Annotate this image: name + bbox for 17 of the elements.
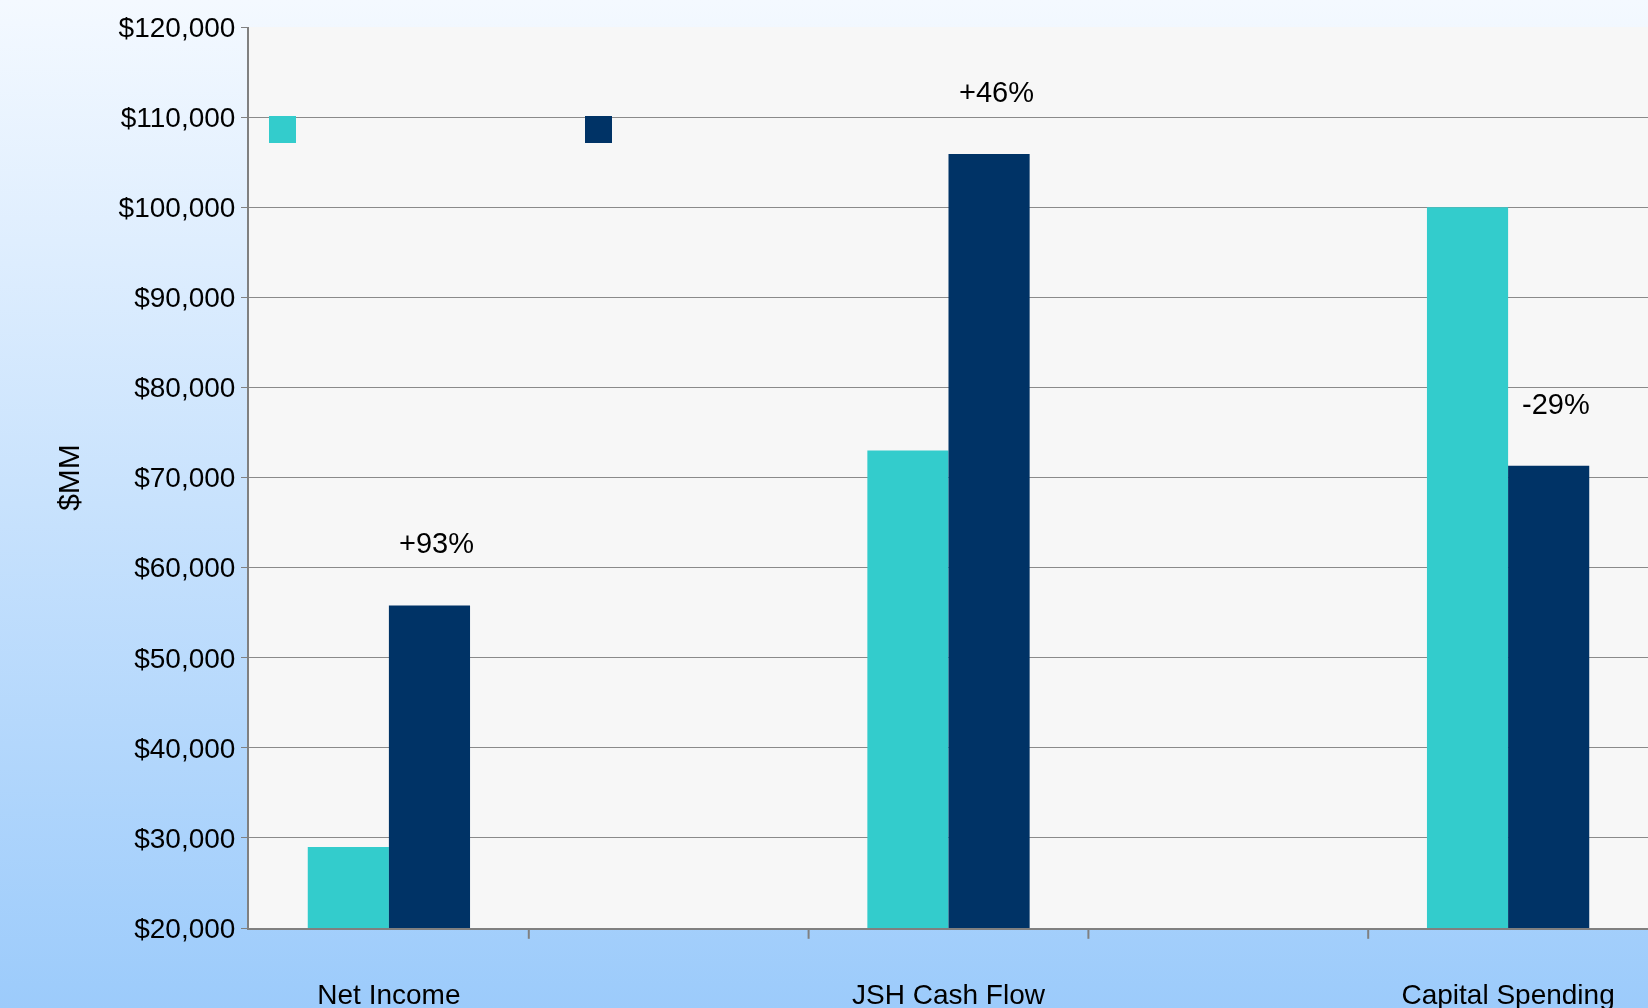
y-tick-label: $120,000 bbox=[118, 11, 236, 43]
annotation: +93% bbox=[399, 527, 474, 559]
y-tick-label: $40,000 bbox=[134, 732, 236, 764]
y-tick-label: $70,000 bbox=[134, 462, 236, 494]
y-tick-label: $100,000 bbox=[118, 192, 236, 223]
x-tick-label: JSH Cash Flow bbox=[852, 978, 1046, 1008]
x-tick-label: Net Income bbox=[317, 978, 461, 1008]
y-axis-title: $MM bbox=[52, 444, 86, 511]
y-tick-label: $30,000 bbox=[134, 822, 236, 854]
y-tick-label: $90,000 bbox=[134, 282, 236, 314]
annotation: -29% bbox=[1522, 388, 1590, 420]
y-tick-label: $50,000 bbox=[134, 642, 236, 674]
y-tick-label: $20,000 bbox=[134, 912, 236, 944]
annotation: +46% bbox=[959, 76, 1034, 108]
y-tick-label: $80,000 bbox=[134, 372, 236, 404]
y-tick-label: $110,000 bbox=[120, 101, 236, 133]
y-tick-label: $60,000 bbox=[134, 552, 236, 584]
